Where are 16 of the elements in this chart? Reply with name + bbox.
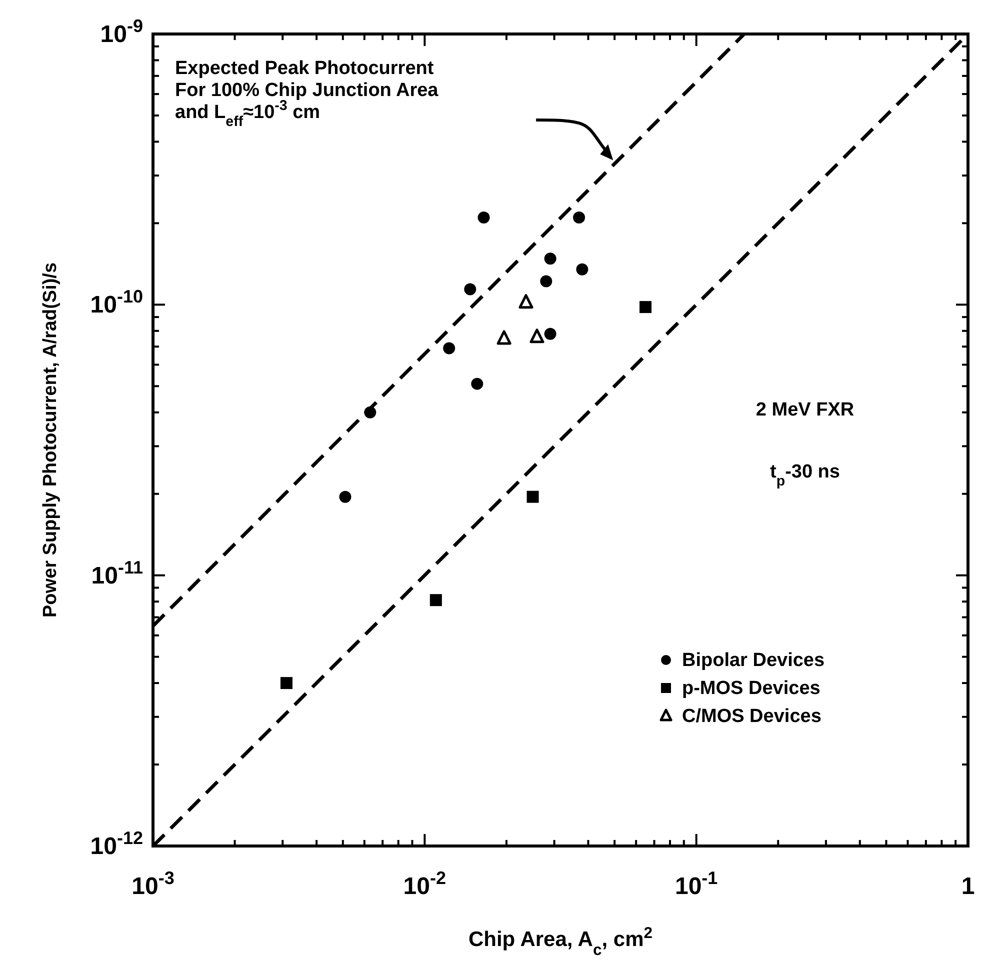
annotation: Expected Peak Photocurrent For 100% Chip Junction Area and L$_{eff}$≈10$^{-3}$ cm (175, 58, 439, 130)
x-axis-title: Chip Area, A$_{c}$, cm$^{2}$ (468, 924, 653, 958)
annotation: t$_{p}$-30 ns (770, 462, 840, 490)
legend-label: Bipolar Devices (682, 650, 825, 671)
x-tick-label: 10$^{-3}$ (132, 868, 174, 900)
y-tick-label: 10$^{-9}$ (100, 16, 143, 48)
x-tick-label: 1 (961, 873, 975, 900)
y-axis-title: Power Supply Photocurrent, A/rad(Si)/s (40, 262, 61, 618)
legend-label: p-MOS Devices (682, 678, 820, 699)
y-tick-label: 10$^{-12}$ (90, 828, 143, 860)
y-tick-label: 10$^{-10}$ (90, 286, 143, 319)
legend-label: C/MOS Devices (682, 706, 822, 727)
y-tick-label: 10$^{-11}$ (91, 557, 143, 590)
x-tick-label: 10$^{-1}$ (674, 868, 718, 900)
annotation: 2 MeV FXR (756, 400, 854, 421)
x-tick-label: 10$^{-2}$ (403, 868, 446, 900)
